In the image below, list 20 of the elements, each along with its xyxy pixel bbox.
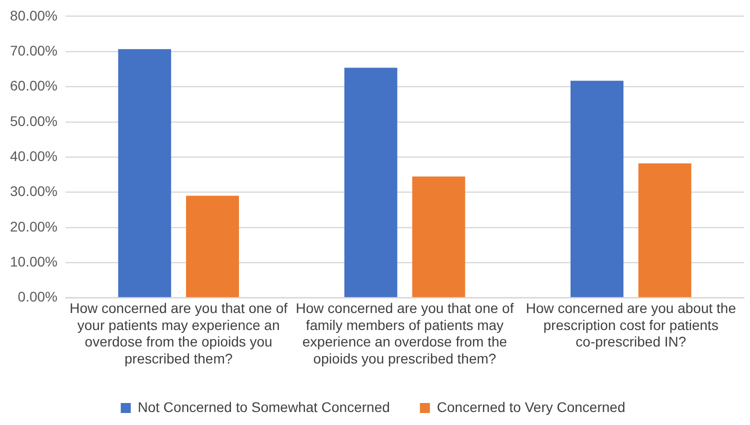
- y-tick-label: 20.00%: [10, 218, 58, 234]
- y-tick-label: 80.00%: [10, 7, 58, 24]
- x-tick-label: How concerned are you about the prescription cost for patients co-prescribed IN?: [526, 300, 736, 350]
- bar: [118, 49, 172, 298]
- legend-label: Not Concerned to Somewhat Concerned: [138, 398, 390, 415]
- bar: [186, 196, 239, 298]
- bar: [638, 163, 692, 298]
- x-tick-label: How concerned are you that one of your patients may experience an overdose from the opioids you prescribed them?: [70, 300, 288, 366]
- bar: [412, 176, 466, 298]
- bar: [570, 80, 624, 298]
- y-tick-label: 40.00%: [10, 148, 58, 164]
- y-tick-label: 60.00%: [10, 78, 58, 94]
- legend-label: Concerned to Very Concerned: [436, 398, 626, 415]
- y-tick-label: 70.00%: [10, 42, 58, 58]
- x-tick-label: How concerned are you that one of family members of patients may experience an overdose from the opioids you prescribed them?: [296, 300, 514, 366]
- y-tick-label: 50.00%: [10, 112, 58, 129]
- y-tick-label: 30.00%: [10, 183, 58, 200]
- y-tick-label: 0.00%: [18, 288, 58, 305]
- y-tick-label: 10.00%: [10, 253, 58, 270]
- bar: [344, 68, 398, 298]
